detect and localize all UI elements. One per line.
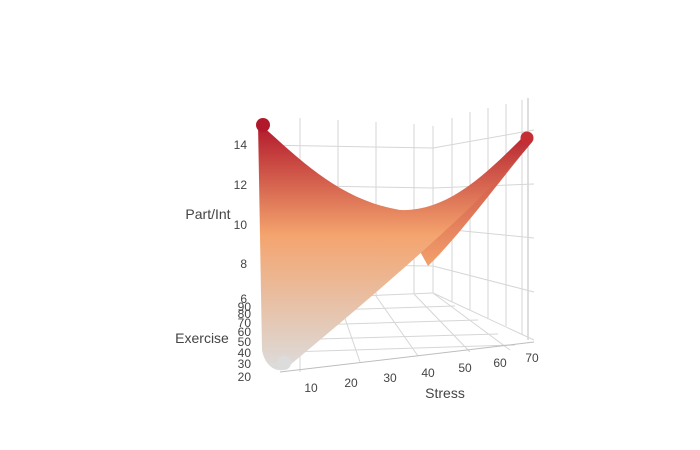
x-tick: 70 bbox=[525, 351, 539, 365]
z-tick: 10 bbox=[234, 218, 248, 232]
z-tick: 14 bbox=[234, 138, 248, 152]
surface-corner-high-left bbox=[256, 118, 270, 132]
z-axis-title: Part/Int bbox=[185, 206, 230, 222]
z-axis: 14 12 10 8 6 Part/Int bbox=[185, 138, 247, 306]
z-tick: 12 bbox=[234, 178, 248, 192]
y-tick: 90 bbox=[238, 300, 252, 314]
y-tick: 70 bbox=[238, 316, 252, 330]
y-axis-title: Exercise bbox=[175, 330, 229, 346]
surface-corner-high-right bbox=[520, 131, 534, 145]
x-tick: 20 bbox=[344, 376, 358, 390]
surface-corner-low bbox=[277, 356, 291, 370]
surface bbox=[256, 118, 534, 371]
y-tick: 50 bbox=[238, 335, 252, 349]
z-tick: 8 bbox=[240, 257, 247, 271]
y-axis: 90 80 70 60 50 40 30 20 Exercise bbox=[175, 300, 251, 384]
y-tick: 80 bbox=[238, 307, 252, 321]
surface-main-face bbox=[258, 122, 532, 371]
x-tick: 10 bbox=[304, 381, 318, 395]
z-tick: 6 bbox=[240, 292, 247, 306]
y-tick: 40 bbox=[238, 346, 252, 360]
x-tick: 50 bbox=[458, 361, 472, 375]
y-tick: 60 bbox=[238, 325, 252, 339]
x-axis-title: Stress bbox=[425, 385, 465, 401]
x-tick: 40 bbox=[421, 366, 435, 380]
x-tick: 30 bbox=[383, 371, 397, 385]
x-tick: 60 bbox=[493, 356, 507, 370]
y-tick: 30 bbox=[238, 357, 252, 371]
y-tick: 20 bbox=[238, 370, 252, 384]
x-axis: 10 20 30 40 50 60 70 Stress bbox=[304, 351, 539, 401]
